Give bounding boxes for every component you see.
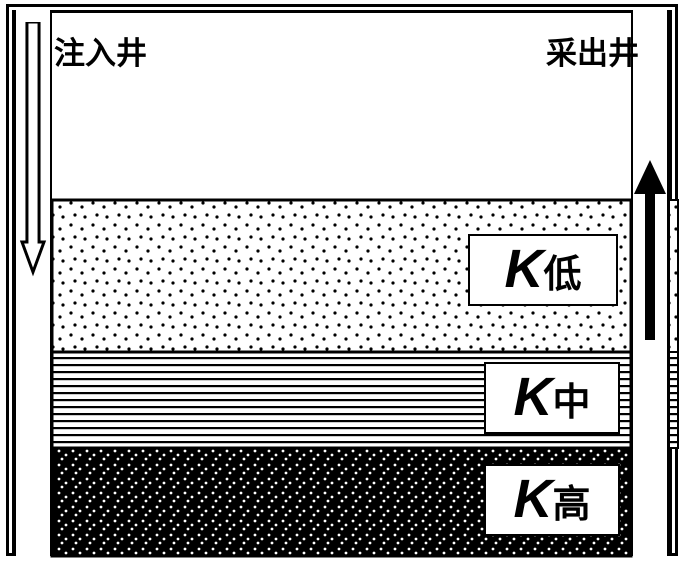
layer-label-high: K 高	[484, 464, 620, 536]
layer-label-mid: K 中	[484, 362, 620, 434]
k-subscript-mid: 中	[552, 371, 590, 426]
injection-well-label: 注入井	[54, 28, 147, 73]
production-arrow-up-icon	[632, 160, 668, 350]
injection-arrow-down-icon	[16, 22, 50, 292]
k-subscript-high: 高	[552, 473, 590, 528]
k-subscript-low: 低	[543, 243, 581, 298]
layer-label-low: K 低	[468, 234, 618, 306]
production-well-label: 采出井	[546, 28, 639, 73]
side-stub	[669, 352, 678, 448]
k-symbol: K	[504, 238, 543, 300]
k-symbol: K	[513, 366, 552, 428]
side-stub	[669, 200, 678, 352]
k-symbol: K	[513, 468, 552, 530]
